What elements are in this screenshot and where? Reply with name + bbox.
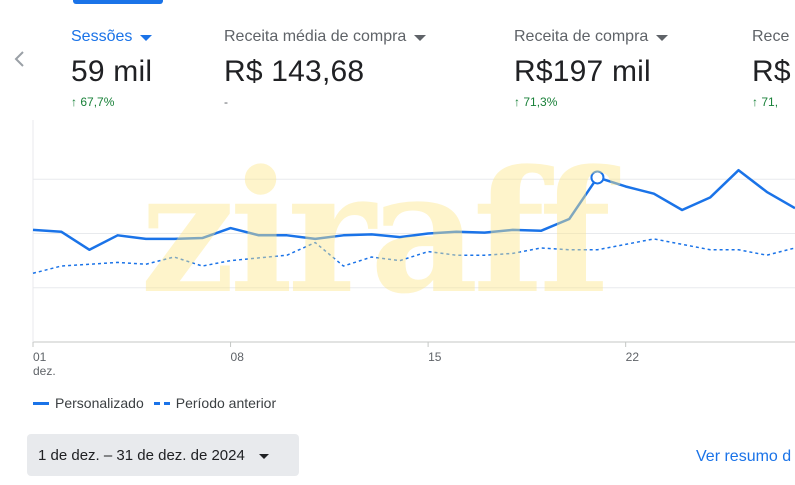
view-summary-link[interactable]: Ver resumo d xyxy=(696,448,792,465)
chart-grid xyxy=(32,120,795,343)
dropdown-caret-icon xyxy=(656,35,669,41)
x-tick-label: 01 xyxy=(33,350,47,364)
metric-card-purchase-revenue[interactable]: Receita de compra R$197 mil ↑ 71,3% xyxy=(514,28,669,111)
dropdown-caret-icon xyxy=(414,35,427,41)
metric-value: R$197 mil xyxy=(514,55,651,88)
arrow-up-icon: ↑ xyxy=(752,95,758,109)
legend-item-current: Personalizado xyxy=(33,395,144,411)
metric-value: R$ 143,68 xyxy=(224,55,365,88)
metric-change-value: 71, xyxy=(761,95,779,109)
metric-label-text: Rece xyxy=(752,28,790,45)
metric-card-truncated[interactable]: Rece R$ ↑ 71, xyxy=(752,28,791,111)
chart-series xyxy=(32,168,795,275)
x-tick-label: 22 xyxy=(626,350,640,364)
x-tick-label: 08 xyxy=(231,350,245,364)
metric-label-text: Receita de compra xyxy=(514,28,649,45)
metric-label[interactable]: Rece xyxy=(752,28,791,46)
metric-card-avg-purchase-revenue[interactable]: Receita média de compra R$ 143,68 - xyxy=(224,28,427,111)
dashed-line-swatch xyxy=(153,401,170,405)
metric-change-value: 71,3% xyxy=(523,95,558,109)
active-tab-indicator xyxy=(73,0,163,4)
previous-period-line xyxy=(32,238,795,275)
metric-label-text: Receita média de compra xyxy=(224,28,407,45)
legend-item-previous: Período anterior xyxy=(153,395,277,411)
custom-series-line xyxy=(32,168,795,252)
metric-change: - xyxy=(224,95,426,111)
metric-value: R$ xyxy=(752,55,791,88)
date-range-label: 1 de dez. – 31 de dez. de 2024 xyxy=(38,446,245,464)
metric-change: ↑ 67,7% xyxy=(71,95,152,111)
metric-change-value: - xyxy=(224,95,228,109)
metric-label-text: Sessões xyxy=(71,28,133,45)
metric-change-value: 67,7% xyxy=(80,95,115,109)
arrow-up-icon: ↑ xyxy=(514,95,520,109)
dropdown-caret-icon xyxy=(258,453,269,459)
highlight-point xyxy=(590,170,605,185)
date-range-selector[interactable]: 1 de dez. – 31 de dez. de 2024 xyxy=(27,434,299,476)
x-tick-sublabel: dez. xyxy=(33,364,56,378)
metric-label[interactable]: Sessões xyxy=(71,28,153,46)
solid-line-swatch xyxy=(33,401,49,405)
metric-value: 59 mil xyxy=(71,55,153,88)
metric-label[interactable]: Receita média de compra xyxy=(224,28,427,46)
x-tick-label: 15 xyxy=(428,350,442,364)
metric-card-sessions[interactable]: Sessões 59 mil ↑ 67,7% xyxy=(71,28,153,111)
legend-label: Personalizado xyxy=(55,395,144,411)
metric-change: ↑ 71, xyxy=(752,95,791,111)
arrow-up-icon: ↑ xyxy=(71,95,77,109)
metric-label[interactable]: Receita de compra xyxy=(514,28,669,46)
dropdown-caret-icon xyxy=(140,35,153,41)
chevron-left-icon xyxy=(14,51,24,67)
previous-metrics-button[interactable] xyxy=(10,46,30,72)
legend-label: Período anterior xyxy=(175,395,277,411)
metric-change: ↑ 71,3% xyxy=(514,95,668,111)
chart-legend: Personalizado Período anterior xyxy=(33,395,286,411)
